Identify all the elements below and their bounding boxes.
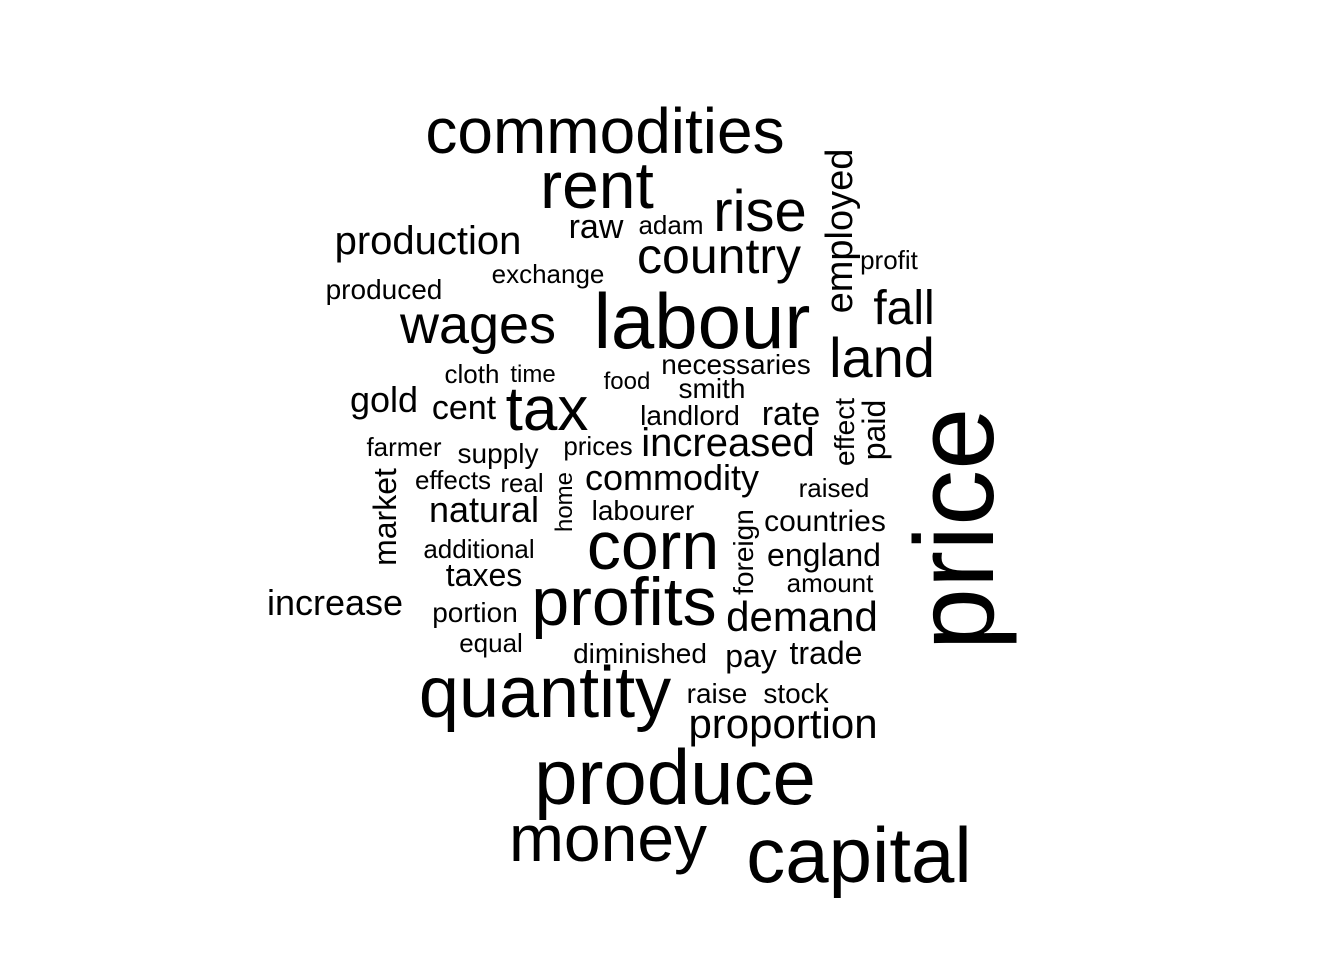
- word-increase: increase: [267, 582, 403, 623]
- word-food: food: [604, 368, 651, 395]
- word-profits: profits: [531, 564, 716, 640]
- word-rate: rate: [762, 395, 821, 433]
- word-additional: additional: [423, 534, 534, 564]
- word-profit: profit: [860, 245, 919, 275]
- word-foreign: foreign: [728, 509, 759, 595]
- word-prices: prices: [563, 431, 632, 461]
- word-cent: cent: [432, 389, 497, 427]
- word-commodities: commodities: [425, 95, 784, 167]
- word-gold: gold: [350, 379, 418, 420]
- word-natural: natural: [429, 489, 539, 530]
- word-employed: employed: [819, 149, 861, 314]
- word-proportion: proportion: [688, 700, 877, 747]
- word-labour: labour: [594, 277, 811, 365]
- word-corn: corn: [587, 508, 719, 584]
- word-production: production: [335, 219, 522, 263]
- word-price: price: [892, 408, 1017, 651]
- word-effect: effect: [829, 398, 860, 466]
- word-england: england: [767, 537, 881, 573]
- word-adam: adam: [638, 210, 703, 240]
- word-market: market: [367, 468, 403, 566]
- word-time: time: [510, 361, 555, 388]
- word-supply: supply: [458, 438, 539, 469]
- word-taxes: taxes: [446, 557, 522, 593]
- word-raised: raised: [799, 473, 870, 503]
- word-demand: demand: [726, 593, 878, 640]
- word-rise: rise: [713, 179, 806, 244]
- word-farmer: farmer: [366, 432, 441, 462]
- word-real: real: [500, 468, 543, 498]
- word-countries: countries: [764, 505, 886, 538]
- word-necessaries: necessaries: [661, 349, 810, 380]
- word-amount: amount: [787, 568, 874, 598]
- word-land: land: [829, 326, 935, 389]
- word-money: money: [509, 801, 707, 875]
- word-quantity: quantity: [419, 653, 671, 733]
- word-pay: pay: [725, 638, 777, 674]
- word-smith: smith: [679, 373, 746, 404]
- word-labourer: labourer: [592, 495, 695, 526]
- word-effects: effects: [415, 465, 491, 495]
- word-tax: tax: [506, 375, 589, 444]
- word-raw: raw: [569, 208, 624, 246]
- word-trade: trade: [790, 635, 863, 671]
- word-home: home: [551, 472, 578, 532]
- word-commodity: commodity: [585, 457, 759, 498]
- word-country: country: [637, 228, 801, 284]
- word-raise: raise: [687, 678, 748, 709]
- word-produce: produce: [534, 733, 816, 821]
- word-cloth: cloth: [445, 359, 500, 389]
- word-produced: produced: [326, 274, 443, 305]
- word-fall: fall: [873, 282, 934, 335]
- word-wages: wages: [399, 295, 556, 355]
- word-stock: stock: [763, 678, 829, 709]
- word-capital: capital: [746, 811, 971, 899]
- word-landlord: landlord: [640, 400, 740, 431]
- word-portion: portion: [432, 597, 518, 628]
- word-equal: equal: [459, 628, 523, 658]
- word-exchange: exchange: [492, 259, 605, 289]
- word-rent: rent: [540, 148, 654, 222]
- word-diminished: diminished: [573, 638, 707, 669]
- word-paid: paid: [856, 400, 892, 461]
- word-increased: increased: [641, 421, 814, 465]
